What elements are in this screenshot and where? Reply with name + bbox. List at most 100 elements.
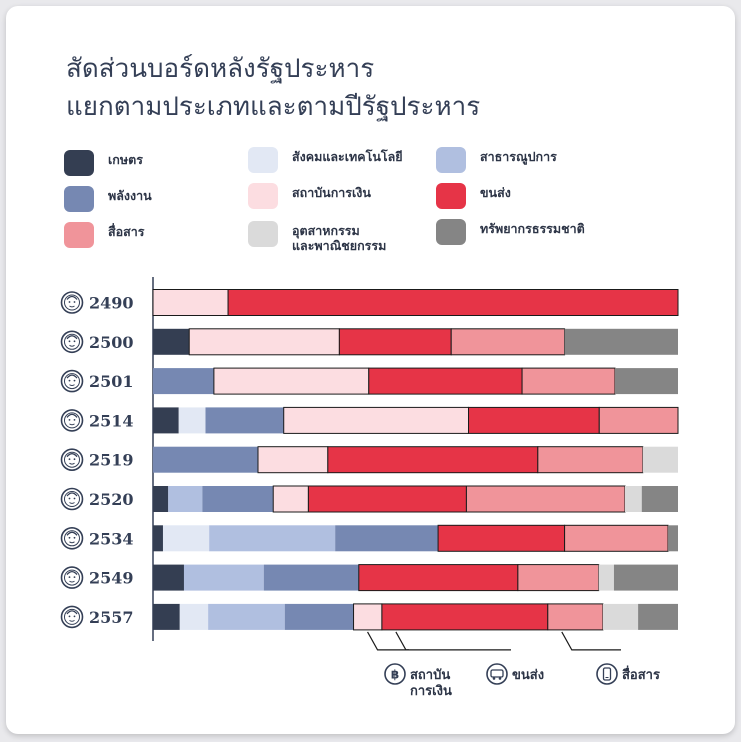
legend-label: สาธารณูปการ [480, 149, 557, 164]
bar-segment [153, 368, 214, 395]
year-label: 2520 [89, 490, 134, 509]
face-icon [60, 291, 84, 314]
bar-segment [517, 564, 600, 592]
bar-segment [188, 328, 340, 356]
bar-segment [183, 564, 264, 591]
bar-segment [338, 328, 452, 356]
bar-segment [602, 603, 639, 630]
year-label: 2549 [89, 569, 134, 588]
bar-segment [668, 525, 678, 552]
annotation-label: สถาบัน [410, 668, 450, 683]
annotation-connector [395, 631, 511, 651]
year-label: 2519 [89, 451, 134, 470]
legend-label: สื่อสาร [108, 224, 145, 239]
bar-segment [213, 367, 370, 395]
bar-segment [638, 603, 678, 630]
legend-item-financial-institution: สถาบันการเงิน [248, 183, 371, 209]
bar-segment [263, 564, 359, 591]
face-icon [60, 605, 84, 629]
annotation-label-line-2: การเงิน [410, 684, 452, 699]
legend-swatch [436, 183, 466, 209]
bar-segment [257, 446, 329, 474]
bar-segment [642, 446, 678, 473]
bar-segment [598, 564, 614, 591]
legend-swatch [248, 147, 278, 173]
bar-segment [624, 486, 642, 512]
bar-segment [468, 406, 600, 434]
legend-item-transport: ขนส่ง [436, 183, 511, 209]
chart-title: สัดส่วนบอร์ดหลังรัฐประหาร แยกตามประเภทแล… [66, 50, 706, 126]
bar-segment [613, 564, 678, 591]
legend-label: สถาบันการเงิน [292, 185, 371, 200]
legend-label: อุตสาหกรรม และพาณิชยกรรม [292, 223, 387, 253]
bar-segment [381, 603, 549, 631]
bar-segment [358, 564, 519, 592]
legend-item-public-utilities: สาธารณูปการ [436, 147, 557, 173]
legend-item-natural-resources: ทรัพยากรธรรมชาติ [436, 219, 585, 245]
legend-item-energy: พลังงาน [64, 186, 152, 212]
year-label: 2500 [89, 333, 134, 352]
bar-segment [450, 328, 566, 356]
legend-swatch [248, 221, 278, 247]
bar-segment [521, 367, 616, 395]
annotation-label: ขนส่ง [512, 668, 544, 683]
baht-coin-icon: ฿ [384, 663, 406, 685]
bar-segment [153, 486, 169, 512]
bar-segment [153, 407, 179, 434]
bar-segment [227, 289, 679, 316]
bar-segment [162, 525, 210, 552]
legend-item-social-technology: สังคมและเทคโนโลยี [248, 147, 403, 173]
bar-segment [168, 486, 203, 512]
legend-item-communication: สื่อสาร [64, 222, 145, 248]
bar-segment [465, 485, 626, 513]
legend-item-industry-commerce: อุตสาหกรรม และพาณิชยกรรม [248, 221, 386, 253]
legend-swatch [248, 183, 278, 209]
face-icon [60, 526, 84, 550]
annotation-connector [367, 631, 409, 651]
legend-label: สังคมและเทคโนโลยี [292, 149, 403, 164]
bar-segment [153, 525, 163, 552]
bar-segment [153, 564, 184, 591]
year-label: 2501 [89, 372, 134, 391]
bar-segment [641, 486, 678, 512]
legend-label: เกษตร [108, 152, 143, 167]
bar-segment [547, 603, 604, 631]
face-icon [60, 448, 84, 472]
legend-swatch [436, 147, 466, 173]
year-label: 2490 [89, 294, 134, 313]
year-label: 2514 [89, 411, 134, 430]
bar-segment [335, 525, 439, 552]
smartphone-icon [596, 663, 618, 685]
bar-segment [437, 524, 566, 552]
bar-segment [205, 407, 284, 434]
bar-segment [152, 289, 229, 316]
bar-segment [368, 367, 523, 395]
bar-segment [209, 525, 336, 552]
bar-segment [327, 446, 539, 474]
bar-segment [564, 524, 669, 552]
bar-segment [153, 328, 190, 355]
svg-text:฿: ฿ [391, 668, 399, 682]
bus-icon [486, 663, 508, 685]
bar-segment [179, 603, 209, 630]
legend-item-agriculture: เกษตร [64, 150, 143, 176]
bar-segment [284, 603, 354, 630]
chart-title-line-1: สัดส่วนบอร์ดหลังรัฐประหาร [66, 54, 375, 84]
year-label: 2557 [89, 608, 134, 627]
legend-swatch [64, 186, 94, 212]
bar-segment [307, 485, 467, 513]
bar-segment [283, 406, 470, 434]
face-icon [60, 566, 84, 589]
legend-swatch [436, 219, 466, 245]
bar-segment [353, 603, 383, 631]
bar-segment [537, 446, 644, 474]
legend-swatch [64, 222, 94, 248]
face-icon [60, 330, 84, 354]
bar-segment [202, 486, 274, 512]
bar-segment [208, 603, 285, 630]
face-icon [60, 487, 84, 511]
year-label: 2534 [89, 529, 134, 548]
bar-segment [564, 328, 678, 355]
face-icon [60, 369, 84, 393]
